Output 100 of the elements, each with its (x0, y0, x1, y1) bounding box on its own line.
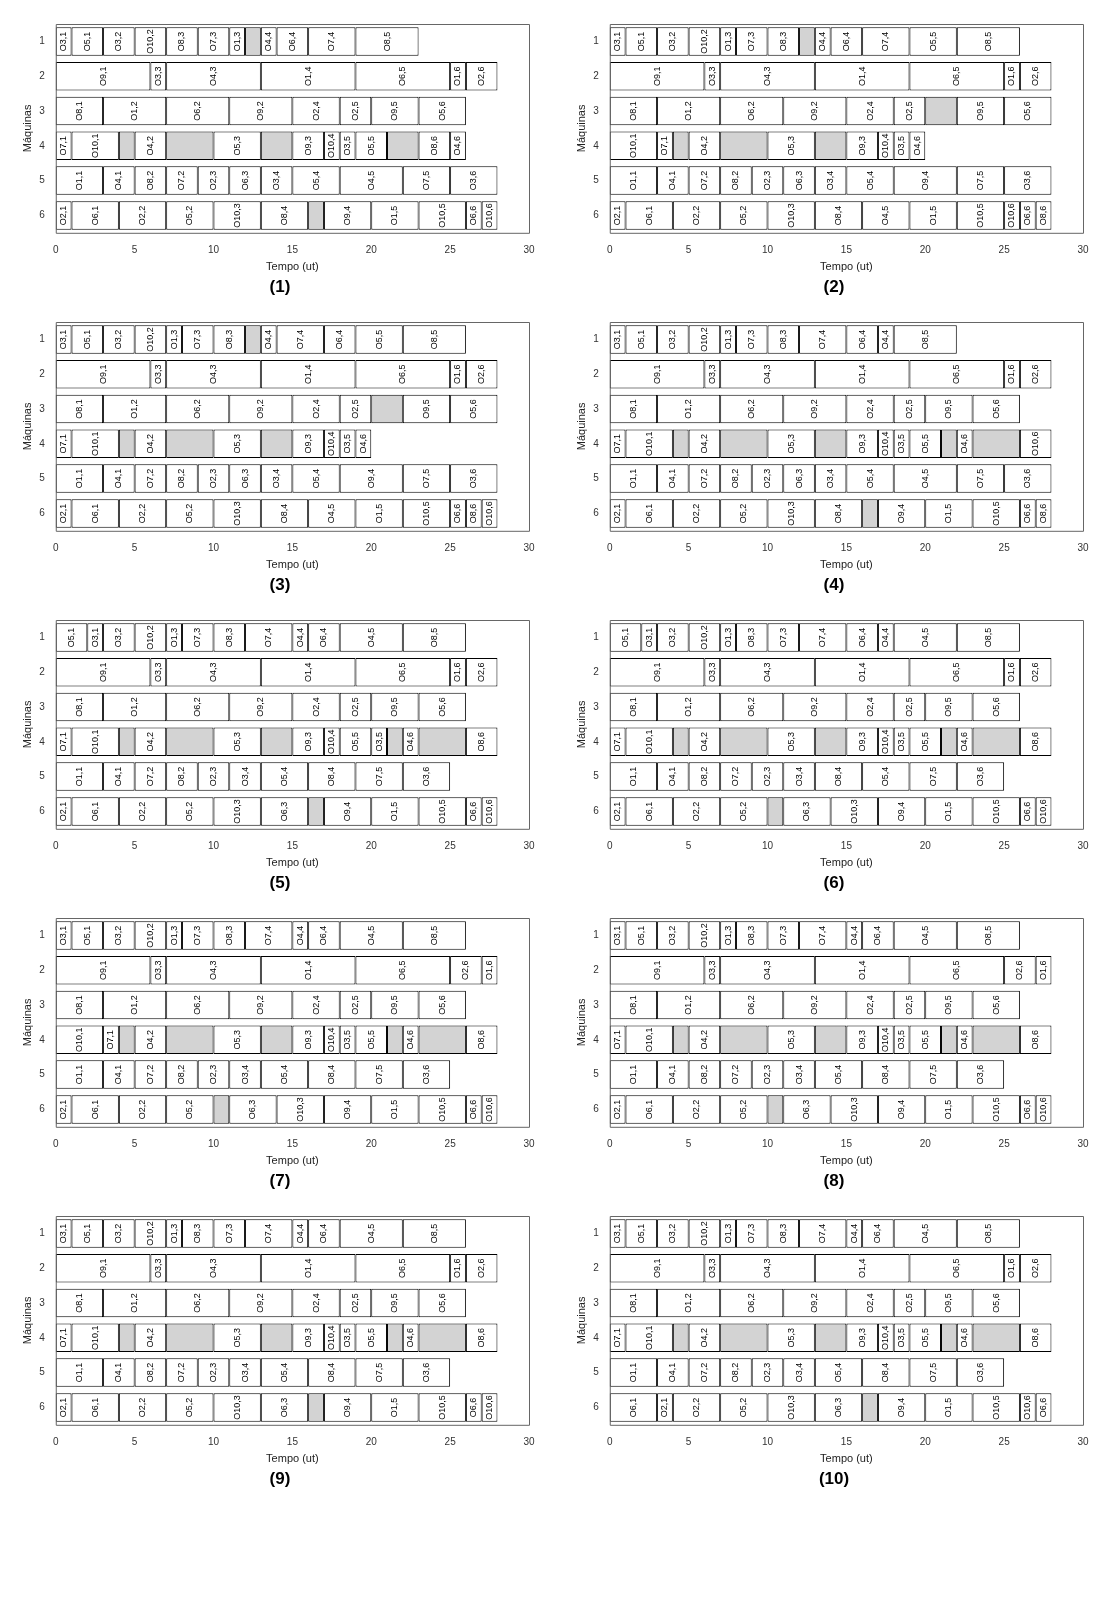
data-label: O4,2 (698, 434, 709, 454)
data-label: O3,1 (612, 925, 623, 946)
data-label: O8,1 (627, 1293, 638, 1313)
data-label: O3,1 (58, 1223, 69, 1244)
data-label: O9,2 (809, 697, 820, 717)
data-label: O7,2 (176, 1362, 187, 1383)
data-label: O3,4 (793, 1064, 804, 1085)
data-label: O1,6 (1006, 662, 1017, 682)
data-label: O7,5 (373, 1362, 384, 1383)
y-tick-label: 5 (593, 174, 600, 186)
y-tick-label: 1 (39, 35, 46, 47)
data-label: O8,1 (627, 697, 638, 717)
data-label: O4,2 (144, 1328, 155, 1348)
data-label: O9,5 (974, 101, 985, 121)
data-label: O1,4 (302, 960, 313, 980)
data-label: O2,4 (864, 995, 875, 1015)
data-label: O10,6 (1006, 203, 1017, 228)
data-label: O8,1 (627, 101, 638, 121)
data-label: O9,1 (651, 364, 662, 384)
data-label: O5,4 (864, 170, 875, 191)
data-label: O8,3 (223, 925, 234, 946)
data-label: O7,2 (176, 170, 187, 191)
data-label: O3,3 (152, 66, 163, 86)
x-tick-label: 0 (52, 243, 59, 255)
y-axis-title: Máquinas (20, 402, 33, 451)
data-label: O7,2 (144, 766, 155, 787)
data-label: O7,3 (207, 31, 218, 52)
data-label: O9,1 (651, 66, 662, 86)
data-label: O4,6 (357, 434, 368, 454)
y-tick-label: 3 (593, 402, 600, 414)
data-label: O3,4 (825, 468, 836, 489)
data-label: O10,4 (880, 1027, 891, 1053)
data-label: O2,2 (137, 503, 148, 524)
x-tick-label: 0 (52, 1435, 59, 1447)
data-label: O5,2 (184, 503, 195, 524)
data-label: O10,6 (1038, 799, 1049, 824)
data-label: O5,2 (184, 1099, 195, 1120)
data-label: O7,4 (880, 31, 891, 52)
data-label: O10,2 (144, 327, 155, 352)
x-tick-label: 10 (761, 839, 774, 851)
data-label: O10,4 (326, 729, 337, 755)
x-tick-label: 5 (131, 541, 138, 553)
data-label: O6,6 (1022, 1099, 1033, 1120)
data-label: O4,3 (207, 66, 218, 86)
data-label: O10,1 (643, 431, 654, 457)
data-label: O8,2 (144, 170, 155, 191)
data-label: O5,2 (738, 1099, 749, 1120)
data-label: O6,1 (89, 205, 100, 226)
data-label: O1,1 (73, 170, 84, 191)
y-axis-title: Máquinas (574, 1296, 587, 1345)
data-label: O5,6 (990, 399, 1001, 419)
y-tick-label: 2 (39, 963, 46, 975)
data-label: O7,3 (223, 1223, 234, 1244)
data-label: O1,2 (129, 101, 140, 121)
data-label: O8,6 (1030, 1030, 1041, 1050)
data-label: O6,1 (89, 801, 100, 822)
y-axis-title: Máquinas (574, 104, 587, 153)
data-label: O4,6 (405, 1030, 416, 1050)
data-label: O1,6 (1006, 66, 1017, 86)
data-label: O8,4 (880, 1064, 891, 1085)
data-label: O9,3 (302, 732, 313, 752)
data-label: O6,2 (192, 101, 203, 121)
y-axis-title: Máquinas (20, 1296, 33, 1345)
data-label: O10,3 (231, 501, 242, 526)
data-label: O4,3 (761, 1258, 772, 1278)
data-label: O7,4 (294, 329, 305, 350)
x-axis-title: Tempo (ut) (820, 1452, 873, 1465)
x-tick-label: 30 (523, 839, 535, 851)
data-label: O1,1 (73, 766, 84, 787)
y-tick-label: 4 (593, 139, 600, 151)
data-label: O1,2 (683, 697, 694, 717)
data-label: O1,2 (683, 101, 694, 121)
data-label: O2,4 (864, 399, 875, 419)
y-tick-label: 6 (39, 1103, 46, 1115)
x-tick-label: 30 (1077, 1435, 1089, 1447)
y-tick-label: 2 (39, 367, 46, 379)
data-label: O9,3 (302, 434, 313, 454)
data-label: O1,4 (302, 66, 313, 86)
y-tick-label: 3 (39, 1296, 46, 1308)
data-label: O2,1 (58, 1099, 69, 1120)
data-label: O6,4 (318, 1223, 329, 1244)
data-label: O8,5 (428, 329, 439, 350)
data-label: O1,1 (627, 766, 638, 787)
data-label: O10,6 (484, 203, 495, 228)
data-label: O5,6 (436, 101, 447, 121)
data-label: O1,3 (722, 627, 733, 648)
y-axis-title: Máquinas (20, 998, 33, 1047)
y-tick-label: 6 (593, 805, 600, 817)
data-label: O5,2 (184, 1397, 195, 1418)
data-label: O8,4 (832, 205, 843, 226)
data-label: O5,2 (184, 801, 195, 822)
data-label: O2,6 (1030, 1258, 1041, 1278)
data-label: O6,6 (468, 1099, 479, 1120)
data-label: O5,3 (785, 1328, 796, 1348)
data-label: O2,4 (864, 697, 875, 717)
y-axis-title: Máquinas (20, 700, 33, 749)
data-label: O1,6 (1006, 1258, 1017, 1278)
data-label: O1,3 (722, 925, 733, 946)
data-label: O4,1 (667, 766, 678, 787)
x-tick-label: 20 (919, 839, 932, 851)
